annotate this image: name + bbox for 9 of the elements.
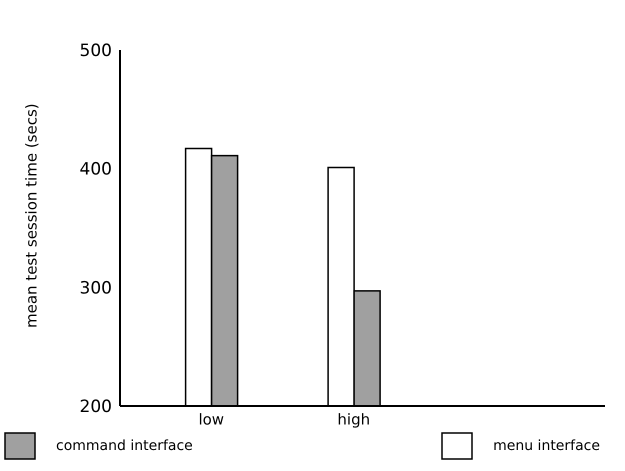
legend-label: menu interface <box>493 438 600 454</box>
y-axis-title: mean test session time (secs) <box>22 103 40 328</box>
legend-label: command interface <box>56 438 193 454</box>
y-tick-label: 300 <box>80 278 112 298</box>
y-tick-label: 200 <box>80 397 112 418</box>
x-tick-label: low <box>198 410 224 429</box>
x-tick-label: high <box>337 410 370 429</box>
y-tick-label: 400 <box>80 160 112 180</box>
y-tick-label: 500 <box>80 41 112 62</box>
